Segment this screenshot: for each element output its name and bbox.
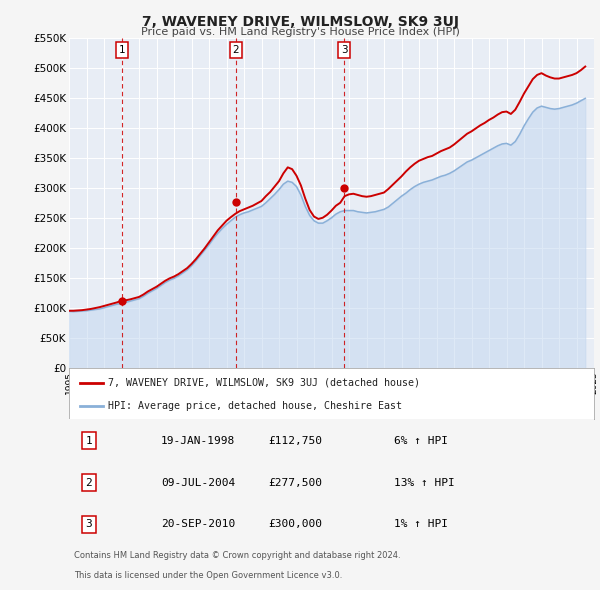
Text: £112,750: £112,750	[269, 435, 323, 445]
Text: 1% ↑ HPI: 1% ↑ HPI	[395, 519, 449, 529]
Text: 7, WAVENEY DRIVE, WILMSLOW, SK9 3UJ (detached house): 7, WAVENEY DRIVE, WILMSLOW, SK9 3UJ (det…	[109, 378, 421, 388]
Text: 13% ↑ HPI: 13% ↑ HPI	[395, 477, 455, 487]
Text: 20-SEP-2010: 20-SEP-2010	[161, 519, 235, 529]
Text: 19-JAN-1998: 19-JAN-1998	[161, 435, 235, 445]
Text: This data is licensed under the Open Government Licence v3.0.: This data is licensed under the Open Gov…	[74, 571, 343, 580]
Text: 1: 1	[119, 45, 125, 55]
Text: Contains HM Land Registry data © Crown copyright and database right 2024.: Contains HM Land Registry data © Crown c…	[74, 551, 401, 560]
Text: £277,500: £277,500	[269, 477, 323, 487]
Text: 2: 2	[232, 45, 239, 55]
Text: 7, WAVENEY DRIVE, WILMSLOW, SK9 3UJ: 7, WAVENEY DRIVE, WILMSLOW, SK9 3UJ	[142, 15, 458, 29]
Text: 1: 1	[86, 435, 92, 445]
Text: Price paid vs. HM Land Registry's House Price Index (HPI): Price paid vs. HM Land Registry's House …	[140, 27, 460, 37]
Text: £300,000: £300,000	[269, 519, 323, 529]
Text: 3: 3	[86, 519, 92, 529]
Text: 09-JUL-2004: 09-JUL-2004	[161, 477, 235, 487]
Text: HPI: Average price, detached house, Cheshire East: HPI: Average price, detached house, Ches…	[109, 401, 403, 411]
Text: 6% ↑ HPI: 6% ↑ HPI	[395, 435, 449, 445]
Text: 3: 3	[341, 45, 347, 55]
Text: 2: 2	[86, 477, 92, 487]
